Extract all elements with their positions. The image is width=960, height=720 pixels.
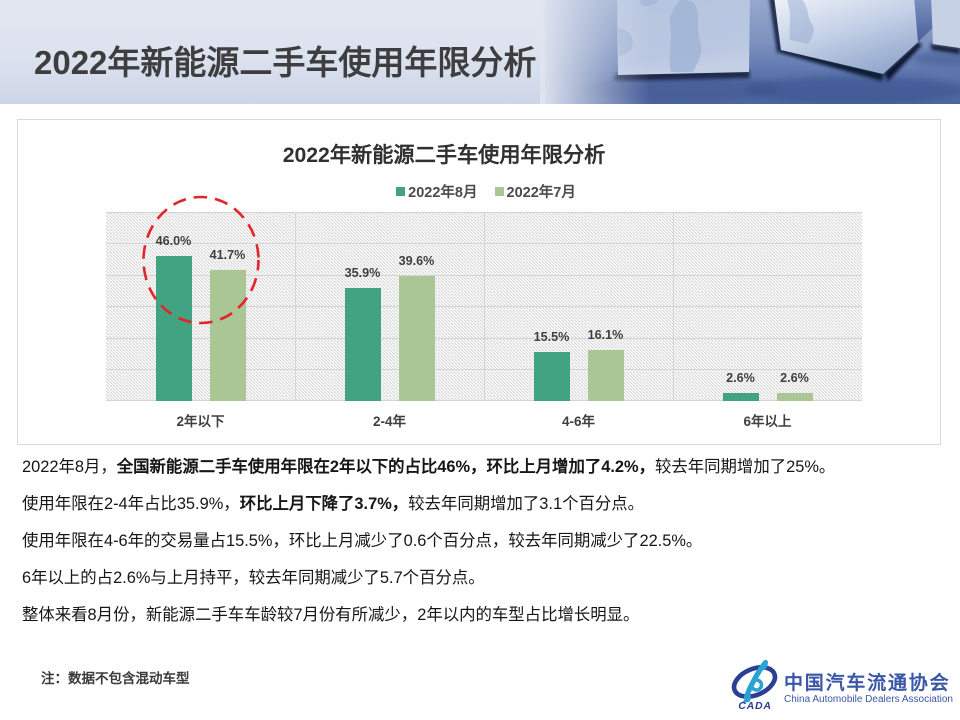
svg-text:CADA: CADA (738, 700, 772, 711)
